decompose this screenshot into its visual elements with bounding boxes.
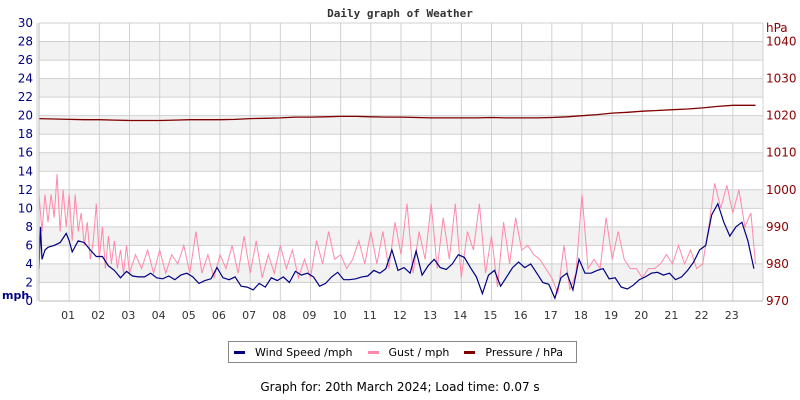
svg-text:6: 6 <box>25 238 33 252</box>
svg-text:8: 8 <box>25 220 33 234</box>
wind-speed-series-line <box>38 202 755 300</box>
svg-text:16: 16 <box>514 309 528 322</box>
svg-text:1020: 1020 <box>766 109 797 123</box>
svg-text:1030: 1030 <box>766 72 797 86</box>
svg-text:12: 12 <box>393 309 407 322</box>
svg-text:13: 13 <box>423 309 437 322</box>
svg-text:22: 22 <box>18 90 33 104</box>
svg-text:01: 01 <box>61 309 75 322</box>
legend-label: Pressure / hPa <box>485 345 563 359</box>
svg-text:04: 04 <box>152 309 166 322</box>
svg-text:20: 20 <box>634 309 648 322</box>
svg-text:990: 990 <box>766 220 789 234</box>
svg-text:18: 18 <box>18 127 33 141</box>
svg-text:1040: 1040 <box>766 35 797 49</box>
svg-text:24: 24 <box>18 72 33 86</box>
svg-text:10: 10 <box>18 201 33 215</box>
svg-text:1000: 1000 <box>766 183 797 197</box>
svg-text:15: 15 <box>483 309 497 322</box>
legend-item-gust: Gust / mph <box>367 345 450 359</box>
svg-text:08: 08 <box>272 309 286 322</box>
svg-text:2: 2 <box>25 275 33 289</box>
svg-text:4: 4 <box>25 257 33 271</box>
chart-title: Daily graph of Weather <box>327 7 473 20</box>
svg-text:02: 02 <box>91 309 105 322</box>
svg-text:10: 10 <box>333 309 347 322</box>
svg-text:11: 11 <box>363 309 377 322</box>
chart-legend: Wind Speed /mph Gust / mph Pressure / hP… <box>228 341 577 363</box>
svg-text:09: 09 <box>302 309 316 322</box>
svg-text:06: 06 <box>212 309 226 322</box>
axes-frame <box>36 22 764 302</box>
weather-chart: Daily graph of Weather 02468101214161820… <box>2 7 797 322</box>
svg-text:19: 19 <box>604 309 618 322</box>
svg-text:23: 23 <box>725 309 739 322</box>
footer-status: Graph for: 20th March 2024; Load time: 0… <box>260 380 540 394</box>
svg-text:0: 0 <box>25 294 33 308</box>
legend-item-wind-speed: Wind Speed /mph <box>234 346 353 359</box>
svg-text:07: 07 <box>242 309 256 322</box>
right-axis-ticks: 970 980 990 1000 1010 1020 1030 1040 <box>766 35 797 308</box>
svg-text:17: 17 <box>544 309 558 322</box>
svg-text:28: 28 <box>18 35 33 49</box>
x-axis-ticks: 01 02 03 04 05 06 07 08 09 10 11 12 13 14 15 16 17 18 19 20… <box>61 309 739 322</box>
svg-text:12: 12 <box>18 183 33 197</box>
svg-text:20: 20 <box>18 109 33 123</box>
svg-text:03: 03 <box>121 309 135 322</box>
svg-text:30: 30 <box>18 16 33 30</box>
svg-text:16: 16 <box>18 146 33 160</box>
svg-text:18: 18 <box>574 309 588 322</box>
pressure-swatch-icon <box>464 350 476 354</box>
legend-item-pressure: Pressure / hPa <box>464 346 563 359</box>
svg-text:21: 21 <box>664 309 678 322</box>
svg-text:14: 14 <box>453 309 467 322</box>
legend-label: Gust / mph <box>388 345 450 359</box>
svg-text:26: 26 <box>18 53 33 67</box>
svg-text:970: 970 <box>766 294 789 308</box>
left-axis-label: mph <box>2 289 29 302</box>
svg-text:1010: 1010 <box>766 146 797 160</box>
svg-text:05: 05 <box>182 309 196 322</box>
right-axis-label: hPa <box>766 21 788 35</box>
svg-text:14: 14 <box>18 164 33 178</box>
wind-speed-swatch-icon <box>234 350 245 354</box>
gust-swatch-icon <box>367 350 379 354</box>
gust-series-line <box>38 173 756 294</box>
legend-label: Wind Speed /mph <box>255 345 353 359</box>
svg-text:980: 980 <box>766 257 789 271</box>
svg-text:22: 22 <box>695 309 709 322</box>
pressure-series-line <box>38 104 756 122</box>
